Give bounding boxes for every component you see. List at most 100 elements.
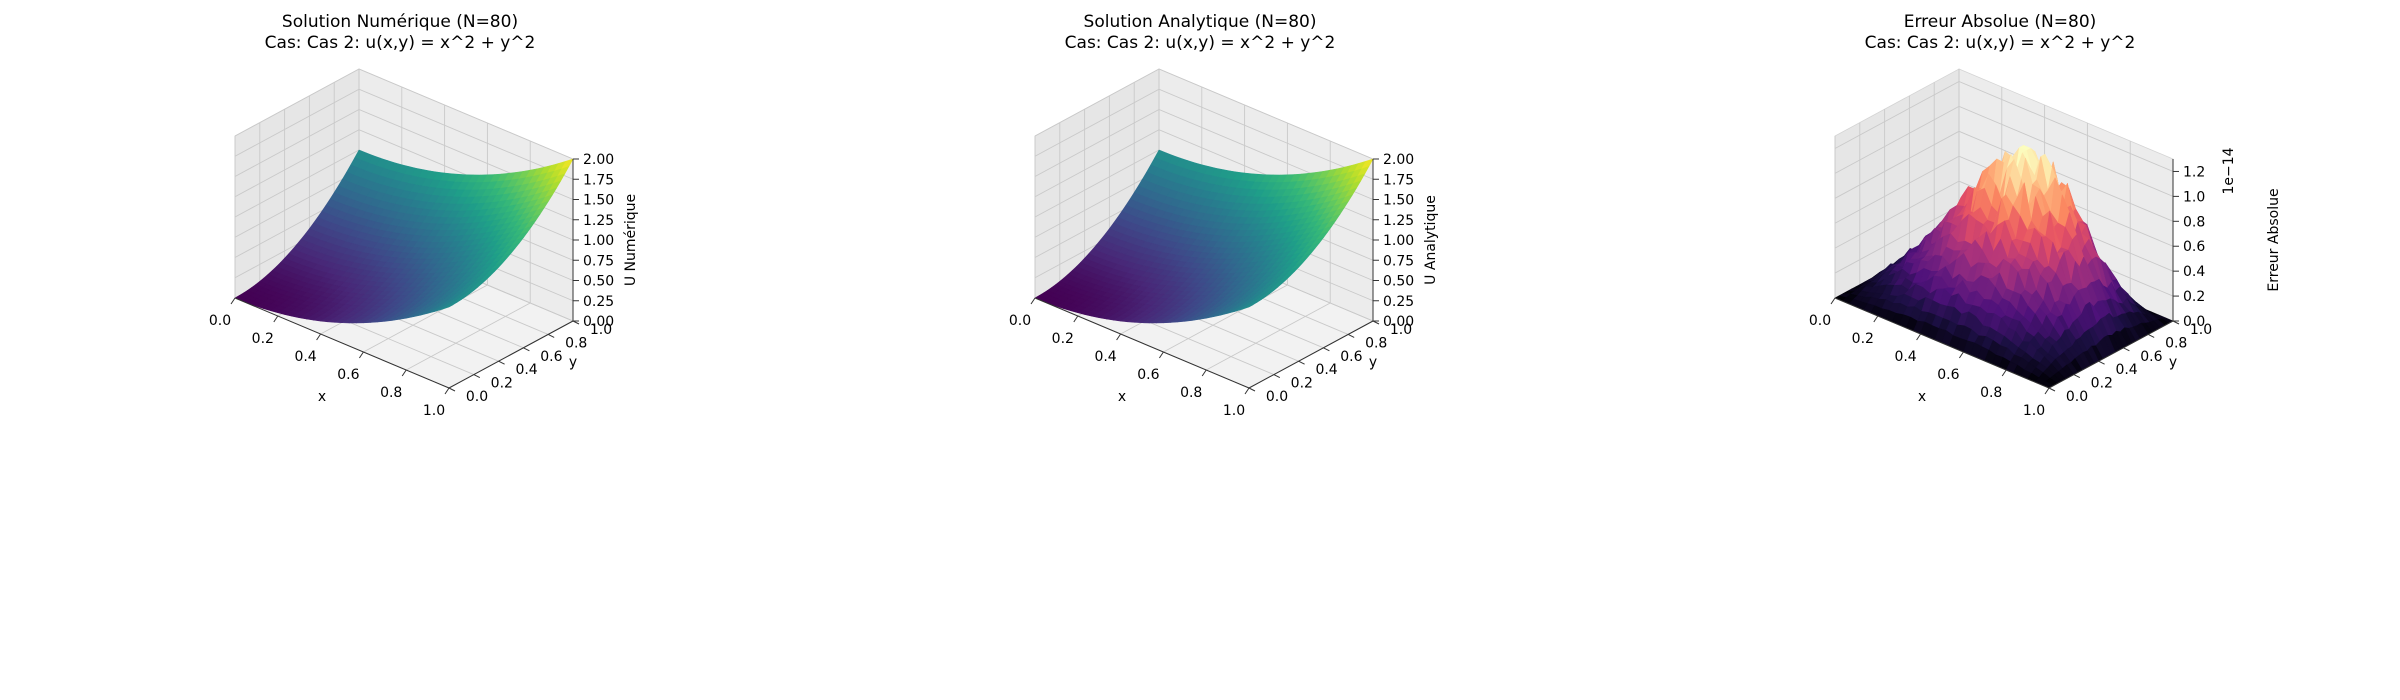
x-tick: [1201, 369, 1207, 377]
z-gridline: [1834, 80, 2174, 172]
z-gridline: [234, 68, 574, 160]
surface-plot: 0.00.20.40.60.81.00.00.20.40.60.81.00.00…: [209, 68, 639, 419]
x-tick-label: 1.0: [423, 403, 445, 419]
x-tick-label: 0.4: [294, 349, 316, 365]
y-tick-label: 0.2: [2091, 376, 2113, 392]
z-gridline: [1834, 155, 2174, 247]
y-tick: [473, 374, 481, 379]
x-tick-label: 0.2: [1852, 331, 1874, 347]
z-gridline: [1034, 88, 1374, 180]
z-gridline: [1834, 130, 2174, 222]
z-tick-label: 1.25: [1383, 213, 1414, 229]
z-offset-label: 1e−14: [2221, 147, 2237, 194]
z-tick-label: 0.25: [1383, 294, 1414, 310]
z-tick-label: 1.00: [583, 233, 614, 249]
x-tick-label: 0.8: [380, 385, 402, 401]
y-tick-label: 0.0: [1266, 389, 1288, 405]
x-axis-line: [1834, 297, 2050, 389]
y-tick-label: 0.6: [540, 349, 562, 365]
y-tick-label: 0.0: [466, 389, 488, 405]
x-tick: [444, 387, 450, 395]
x-tick-label: 0.0: [209, 313, 231, 329]
chart-title: Solution Analytique (N=80): [1083, 12, 1317, 32]
y-tick: [2147, 333, 2155, 338]
y-tick: [547, 333, 555, 338]
y-tick: [448, 387, 456, 392]
z-tick-label: 0.25: [583, 294, 614, 310]
x-tick-label: 0.0: [1809, 313, 1831, 329]
y-tick-label: 0.0: [2066, 389, 2088, 405]
y-tick-label: 0.8: [565, 335, 587, 351]
x-tick-label: 0.6: [1937, 367, 1959, 383]
chart-panel-analytic: Solution Analytique (N=80) Cas: Cas 2: u…: [800, 0, 1600, 700]
y-tick-label: 0.6: [2140, 349, 2162, 365]
surface: [1034, 149, 1374, 324]
y-tick: [1347, 333, 1355, 338]
x-tick-label: 0.2: [1052, 331, 1074, 347]
y-tick: [2123, 347, 2130, 352]
z-gridline: [1034, 68, 1374, 160]
x-tick: [2044, 387, 2050, 395]
surface-plot: 0.00.20.40.60.81.00.00.20.40.60.81.00.00…: [1809, 68, 2282, 419]
x-axis-line: [1034, 297, 1250, 389]
chart-title: Erreur Absolue (N=80): [1903, 12, 2097, 32]
x-tick-label: 1.0: [1223, 403, 1245, 419]
y-axis-label: y: [569, 355, 577, 371]
z-tick-label: 0.50: [583, 274, 614, 290]
x-tick: [1244, 387, 1250, 395]
x-tick-label: 1.0: [2023, 403, 2045, 419]
z-tick-label: 1.25: [583, 213, 614, 229]
z-tick-label: 1.75: [1383, 172, 1414, 188]
y-tick-label: 0.4: [2115, 362, 2137, 378]
surface-facet: [441, 304, 454, 310]
z-tick-label: 0.00: [583, 314, 614, 330]
y-tick-label: 0.2: [1291, 376, 1313, 392]
y-tick: [1298, 360, 1305, 365]
z-tick-label: 2.00: [583, 152, 614, 168]
z-tick-label: 2.00: [1383, 152, 1414, 168]
x-tick-label: 0.4: [1094, 349, 1116, 365]
y-axis-line: [1248, 320, 1374, 389]
y-tick: [498, 360, 505, 365]
z-gridline: [234, 88, 574, 180]
x-tick: [1873, 315, 1879, 323]
z-tick-label: 0.75: [1383, 253, 1414, 269]
z-axis-label: U Numérique: [623, 194, 639, 286]
y-tick-label: 1.0: [590, 322, 612, 338]
x-tick: [1916, 333, 1922, 341]
x-tick-label: 0.4: [1894, 349, 1916, 365]
z-gridline: [1834, 180, 2174, 272]
x-tick-label: 0.8: [1980, 385, 2002, 401]
x-tick-label: 0.8: [1180, 385, 1202, 401]
chart-subtitle: Cas: Cas 2: u(x,y) = x^2 + y^2: [264, 33, 536, 53]
y-tick: [523, 347, 530, 352]
y-tick-label: 0.4: [515, 362, 537, 378]
y-axis-line: [2048, 320, 2174, 389]
z-tick-label: 1.50: [583, 193, 614, 209]
x-tick: [1116, 333, 1122, 341]
y-tick: [2073, 374, 2081, 379]
z-tick-label: 0.6: [2183, 239, 2205, 255]
x-tick: [401, 369, 407, 377]
y-tick: [2098, 360, 2105, 365]
y-tick-label: 0.6: [1340, 349, 1362, 365]
x-tick: [273, 315, 279, 323]
x-tick-label: 0.2: [252, 331, 274, 347]
chart-subtitle: Cas: Cas 2: u(x,y) = x^2 + y^2: [1864, 33, 2136, 53]
z-gridline: [234, 109, 574, 200]
z-tick-label: 0.50: [1383, 274, 1414, 290]
y-tick-label: 1.0: [2190, 322, 2212, 338]
y-tick-label: 1.0: [1390, 322, 1412, 338]
y-tick-label: 0.2: [491, 376, 513, 392]
x-axis-label: x: [1918, 389, 1926, 405]
z-tick-label: 1.2: [2183, 164, 2205, 180]
x-tick-label: 0.0: [1009, 313, 1031, 329]
y-axis-label: y: [1369, 355, 1377, 371]
z-axis-label: U Analytique: [1423, 195, 1439, 285]
z-tick-label: 0.00: [1383, 314, 1414, 330]
z-tick-label: 1.0: [2183, 189, 2205, 205]
x-axis-line: [234, 297, 450, 389]
z-tick-label: 1.50: [1383, 193, 1414, 209]
surface-facet: [1241, 304, 1254, 310]
x-tick: [2001, 369, 2007, 377]
